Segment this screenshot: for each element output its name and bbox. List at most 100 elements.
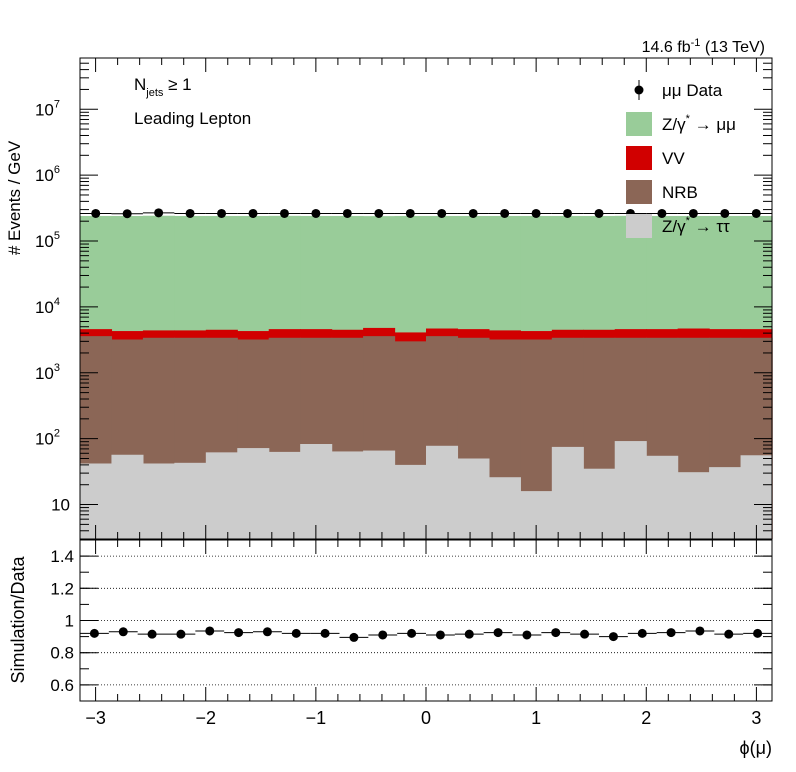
ratio-point xyxy=(205,626,215,636)
bar-ztautau xyxy=(646,455,679,539)
data-point xyxy=(500,208,510,218)
ratio-point xyxy=(435,630,445,640)
data-point xyxy=(311,208,321,218)
bottom-x-axis: −3 −2 −1 0 1 2 3 xyxy=(85,540,761,728)
y-tick-label: 107 xyxy=(35,98,60,119)
legend-label-data: μμ Data xyxy=(662,81,723,100)
bar-ztautau xyxy=(142,463,175,539)
ratio-point xyxy=(608,632,618,642)
data-point xyxy=(688,208,698,218)
data-point xyxy=(154,208,164,218)
ratio-point xyxy=(666,628,676,638)
ratio-point xyxy=(378,630,388,640)
y-tick-label: 103 xyxy=(35,362,60,383)
ratio-y-tick-label: 1 xyxy=(65,612,74,631)
data-point xyxy=(531,208,541,218)
data-point xyxy=(468,208,478,218)
top-y-axis-title: # Events / GeV xyxy=(5,140,24,255)
data-point xyxy=(657,208,667,218)
y-tick-label: 104 xyxy=(35,296,60,317)
ratio-point xyxy=(147,629,157,639)
legend-swatch-ztautau xyxy=(626,214,652,238)
bar-ztautau xyxy=(174,462,207,539)
bar-ztautau xyxy=(551,446,584,539)
data-point xyxy=(405,208,415,218)
bar-ztautau xyxy=(111,454,144,539)
legend: μμ Data Z/γ* → μμ VV NRB Z/γ* → ττ xyxy=(626,80,736,238)
ratio-point xyxy=(522,630,532,640)
ratio-point xyxy=(89,628,99,638)
ratio-point xyxy=(724,629,734,639)
bar-ztautau xyxy=(677,472,710,539)
legend-label-zmumu: Z/γ* → μμ xyxy=(662,113,736,134)
data-point xyxy=(563,208,573,218)
bar-ztautau xyxy=(268,451,301,539)
ratio-point xyxy=(753,628,763,638)
ratio-y-tick-label: 0.8 xyxy=(50,644,74,663)
ratio-point xyxy=(637,628,647,638)
ratio-point xyxy=(349,632,359,642)
ratio-point xyxy=(551,628,561,638)
bottom-y-axis: 0.6 0.8 1 1.2 1.4 xyxy=(50,539,772,702)
data-point xyxy=(374,208,384,218)
lumi-label: 14.6 fb-1 (13 TeV) xyxy=(642,37,765,56)
ratio-point xyxy=(580,629,590,639)
data-point xyxy=(342,208,352,218)
bar-ztautau xyxy=(426,445,459,539)
y-tick-label: 10 xyxy=(51,496,70,515)
ratio-point xyxy=(493,628,503,638)
x-tick-label: 3 xyxy=(751,708,761,728)
bar-ztautau xyxy=(205,452,238,539)
data-point xyxy=(594,208,604,218)
stacked-histogram xyxy=(80,215,773,540)
bar-ztautau xyxy=(457,458,490,539)
ratio-points xyxy=(80,626,772,642)
njets-annotation: Njets ≥ 1 xyxy=(134,75,192,99)
top-x-ticks xyxy=(95,58,757,539)
bottom-y-axis-title: Simulation/Data xyxy=(8,555,28,683)
ratio-point xyxy=(234,628,244,638)
x-tick-label: −3 xyxy=(85,708,106,728)
y-tick-label: 102 xyxy=(35,428,60,449)
bar-ztautau xyxy=(614,441,647,539)
ratio-grid xyxy=(80,555,772,686)
top-y-axis: 10 102 103 104 105 106 107 xyxy=(35,57,772,540)
x-tick-label: 2 xyxy=(641,708,651,728)
legend-swatch-zmumu xyxy=(626,112,652,136)
data-point xyxy=(751,208,761,218)
ratio-point xyxy=(118,627,128,637)
data-point xyxy=(122,209,132,219)
data-point xyxy=(437,208,447,218)
x-tick-label: 1 xyxy=(531,708,541,728)
legend-label-nrb: NRB xyxy=(662,183,698,202)
bar-ztautau xyxy=(488,477,521,539)
bar-ztautau xyxy=(331,451,364,539)
ratio-point xyxy=(407,628,417,638)
ratio-y-tick-label: 0.6 xyxy=(50,676,74,695)
ratio-point xyxy=(176,629,186,639)
bar-ztautau xyxy=(237,448,270,539)
x-tick-label: −2 xyxy=(195,708,216,728)
lepton-annotation: Leading Lepton xyxy=(134,109,251,128)
ratio-point xyxy=(695,626,705,636)
data-point xyxy=(217,208,227,218)
ratio-point xyxy=(262,627,272,637)
ratio-y-tick-label: 1.2 xyxy=(50,579,74,598)
ratio-point xyxy=(464,629,474,639)
ratio-point xyxy=(320,628,330,638)
x-tick-label: −1 xyxy=(306,708,327,728)
legend-swatch-nrb xyxy=(626,180,652,204)
legend-label-vv: VV xyxy=(662,149,685,168)
bar-ztautau xyxy=(709,467,742,539)
bar-ztautau xyxy=(583,468,616,539)
data-point xyxy=(248,208,258,218)
data-point xyxy=(91,208,101,218)
x-tick-label: 0 xyxy=(421,708,431,728)
ratio-point xyxy=(291,628,301,638)
legend-swatch-vv xyxy=(626,146,652,170)
bar-ztautau xyxy=(394,464,427,539)
data-points xyxy=(80,208,772,219)
data-point xyxy=(279,208,289,218)
bar-ztautau xyxy=(300,444,333,539)
